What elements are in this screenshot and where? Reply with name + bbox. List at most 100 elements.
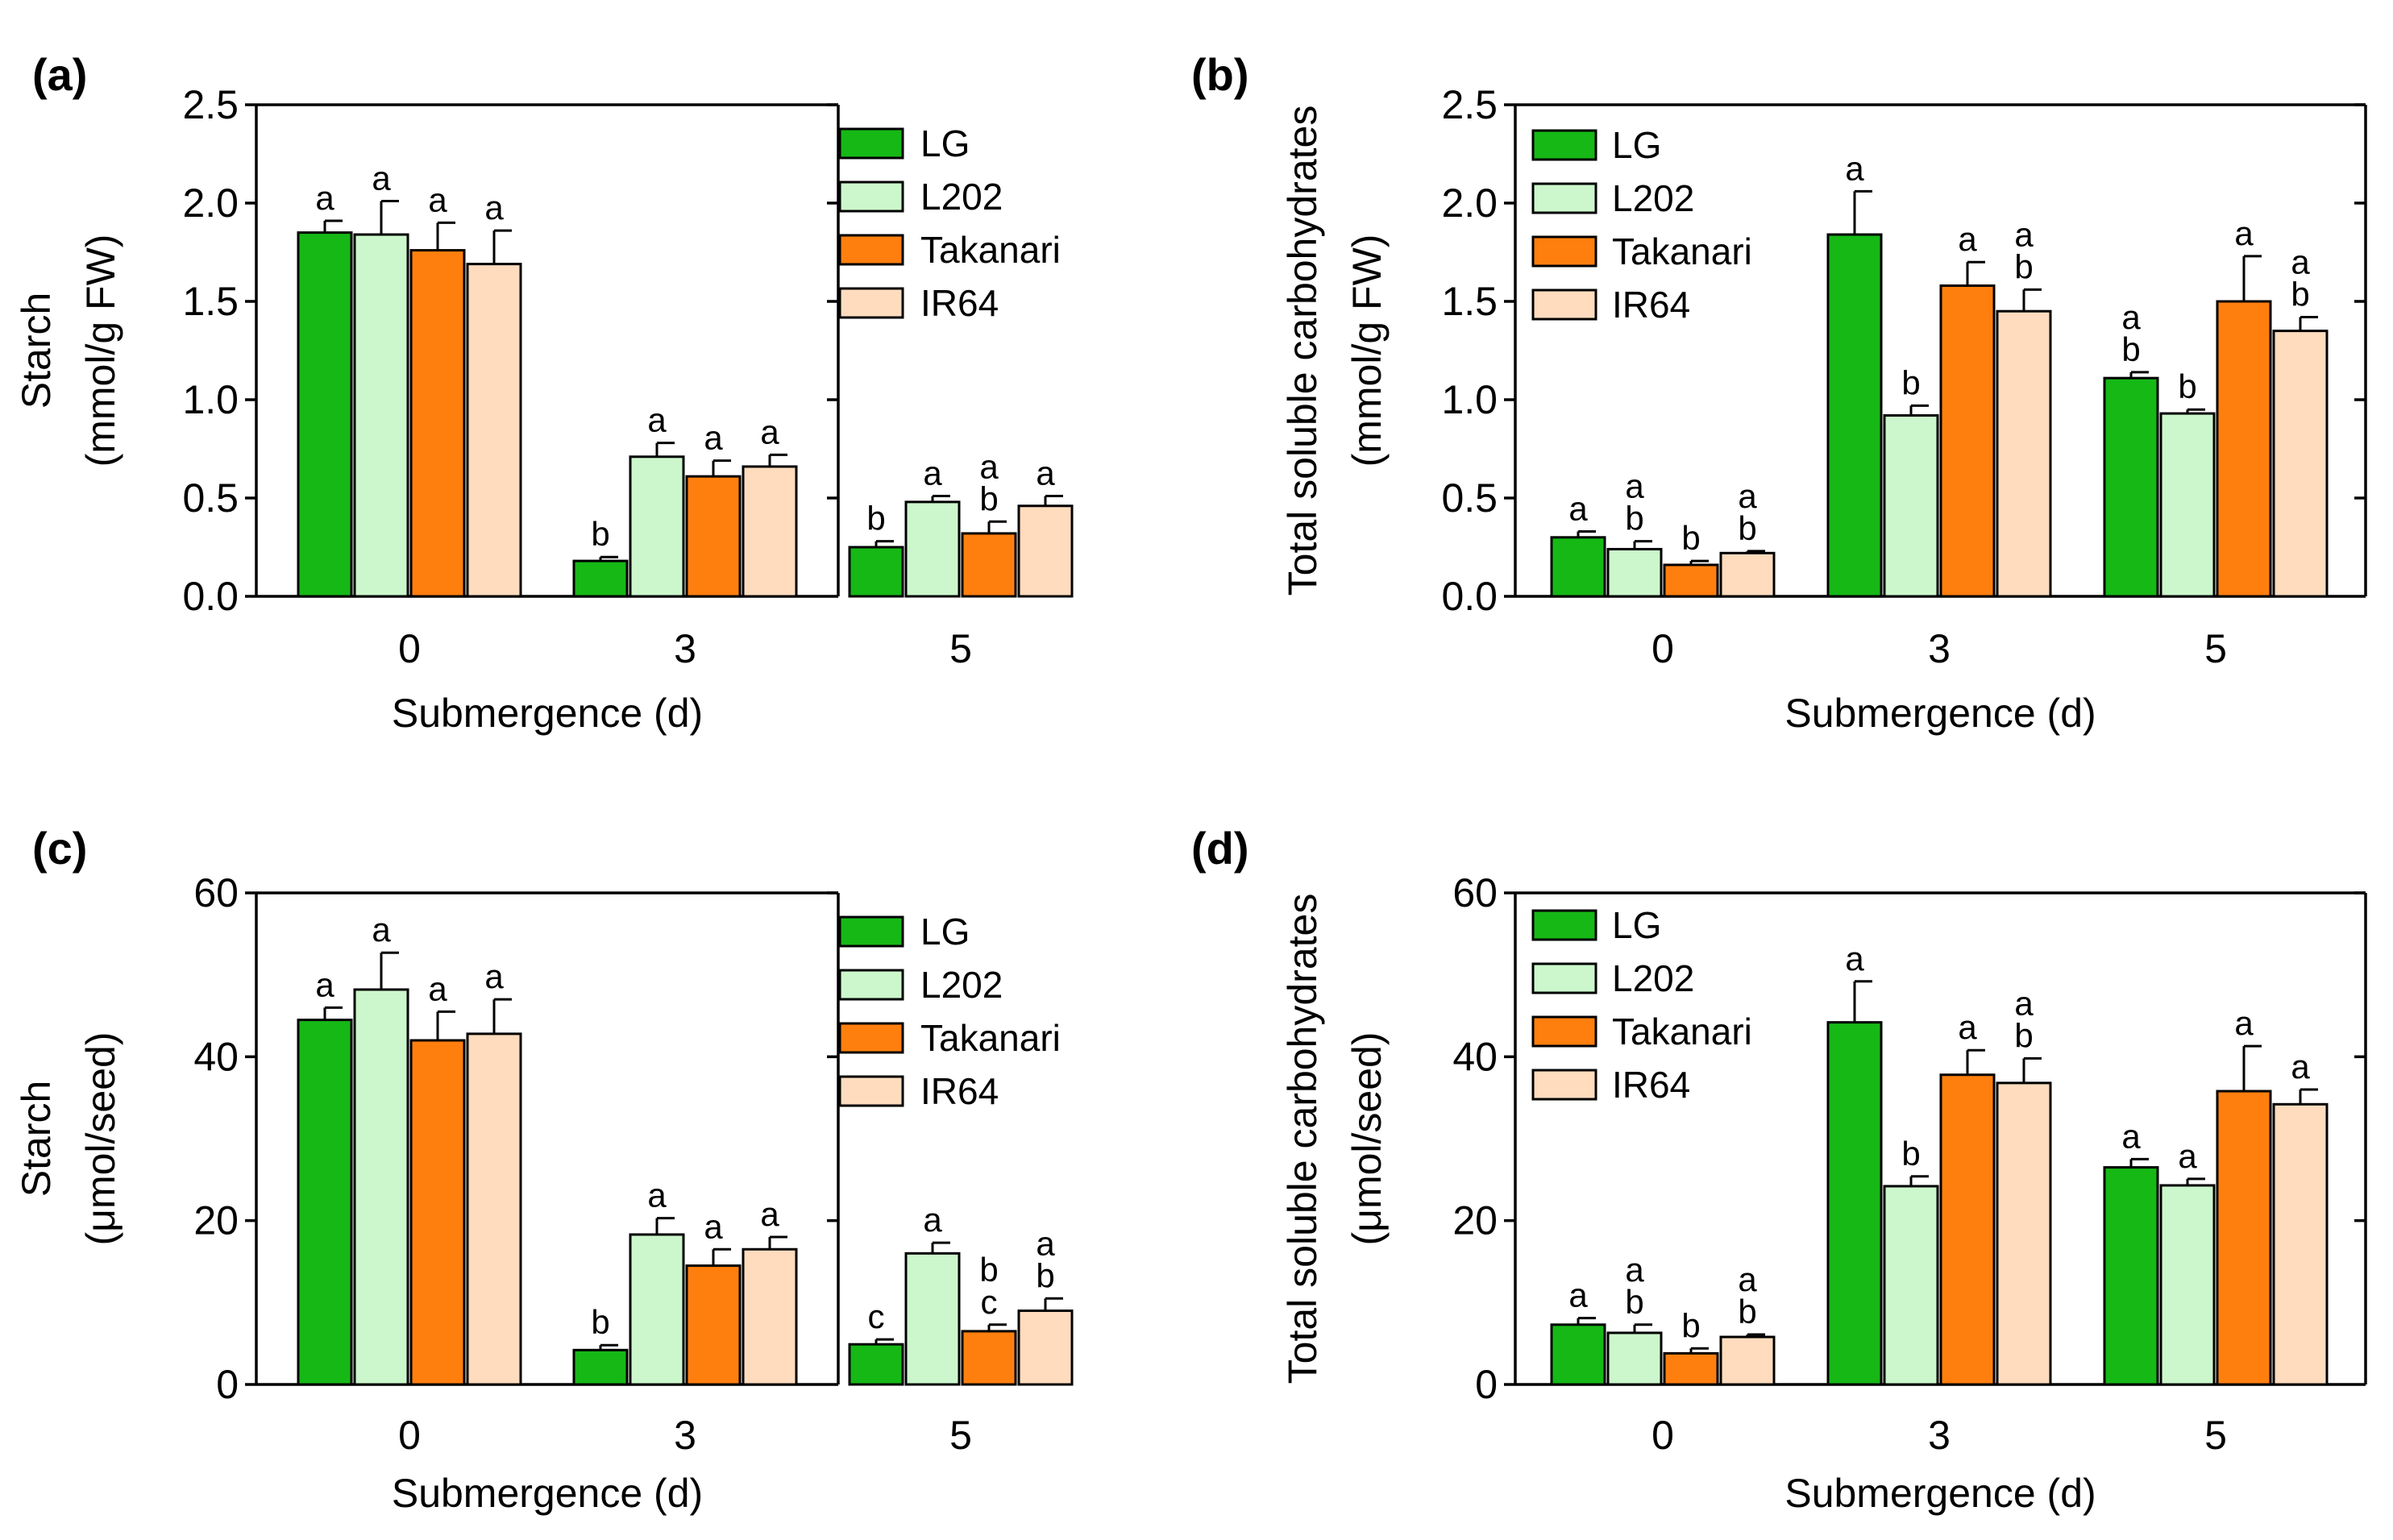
significance-letter: a xyxy=(315,179,334,217)
significance-letter: a xyxy=(1738,477,1757,515)
x-tick-label: 0 xyxy=(1651,1413,1674,1458)
significance-letter: a xyxy=(428,181,447,218)
x-tick-label: 3 xyxy=(1928,626,1951,671)
bar-Takanari xyxy=(961,1330,1017,1386)
bar-IR64 xyxy=(466,1032,522,1386)
bar-L202 xyxy=(904,500,961,598)
chart-panel-d: (d) 0 20 40 60 Total soluble carbohydrates (μm… xyxy=(1191,823,2367,1516)
significance-letter: a xyxy=(1845,149,1864,187)
bar-IR64 xyxy=(1719,551,1776,598)
bar-IR64 xyxy=(466,263,522,598)
bar-Takanari xyxy=(685,1264,742,1386)
bar-IR64 xyxy=(1996,309,2052,598)
bar-IR64 xyxy=(1719,1335,1776,1386)
y-axis-title-line2: (mmol/g FW) xyxy=(1344,235,1390,467)
bar-L202 xyxy=(2159,412,2216,598)
significance-letter: a xyxy=(923,455,942,492)
significance-letter: a xyxy=(1958,220,1977,258)
legend-swatch-L202 xyxy=(1531,962,1597,994)
bar-L202 xyxy=(2159,1184,2216,1386)
bar-LG xyxy=(1550,1323,1606,1386)
y-tick-label: 1.0 xyxy=(1441,377,1498,422)
legend-label: L202 xyxy=(1612,177,1694,219)
bar-IR64 xyxy=(2272,1102,2329,1386)
bar-Takanari xyxy=(409,249,466,598)
bar-LG xyxy=(2103,1166,2159,1386)
significance-letter: b xyxy=(2014,247,2033,285)
chart-panel-b: (b) 0.0 0.5 1.0 1.5 2.0 2.5 Total soluble carbo… xyxy=(1191,49,2367,736)
significance-letter: a xyxy=(2014,215,2034,253)
significance-letter: b xyxy=(2291,276,2309,313)
bar-Takanari xyxy=(1663,1351,1719,1386)
bar-IR64 xyxy=(742,1247,798,1386)
legend-label: IR64 xyxy=(920,282,999,324)
y-tick-label: 0.5 xyxy=(1441,475,1498,521)
significance-letter: b xyxy=(1738,509,1756,547)
significance-letter: b xyxy=(591,515,609,553)
significance-letter: a xyxy=(2014,984,2034,1022)
legend-swatch-LG xyxy=(1531,909,1597,941)
y-axis-title-line2: (mmol/g FW) xyxy=(78,235,123,467)
legend-label: LG xyxy=(920,122,970,164)
significance-letter: a xyxy=(2234,1004,2254,1042)
bar-Takanari xyxy=(2216,300,2272,598)
bar-LG xyxy=(572,1348,629,1386)
bar-IR64 xyxy=(2272,330,2329,598)
y-axis-title-line2: (μmol/seed) xyxy=(78,1032,123,1246)
bar-L202 xyxy=(629,455,685,598)
significance-letter: b xyxy=(1681,519,1700,557)
significance-letter: b xyxy=(591,1303,609,1341)
significance-letter: a xyxy=(1625,467,1644,505)
significance-letter: a xyxy=(760,1195,779,1233)
significance-letter: a xyxy=(484,189,504,226)
y-tick-label: 2.0 xyxy=(182,181,239,226)
legend-label: L202 xyxy=(1612,957,1694,999)
panel-label: (b) xyxy=(1191,49,1249,100)
legend-label: IR64 xyxy=(1612,284,1690,326)
bar-LG xyxy=(1826,233,1883,598)
y-tick-label: 1.0 xyxy=(182,377,239,422)
legend-label: Takanari xyxy=(1612,230,1752,272)
x-tick-label: 0 xyxy=(1651,626,1674,671)
y-tick-label: 0 xyxy=(1475,1362,1498,1407)
significance-letter: c xyxy=(981,1283,998,1321)
legend-swatch-L202 xyxy=(1531,182,1597,214)
y-tick-label: 2.0 xyxy=(1441,181,1498,226)
significance-letter: a xyxy=(2291,1048,2310,1085)
bar-Takanari xyxy=(1939,1073,1996,1386)
bar-LG xyxy=(572,559,629,598)
bar-LG xyxy=(1826,1021,1883,1386)
y-tick-label: 0.5 xyxy=(182,475,239,521)
significance-letter: b xyxy=(1036,1256,1054,1294)
legend: LG L202 Takanari IR64 xyxy=(1531,904,1752,1106)
significance-letter: a xyxy=(647,1177,667,1214)
legend-swatch-LG xyxy=(838,915,904,948)
significance-letter: a xyxy=(704,1207,723,1245)
legend-swatch-IR64 xyxy=(1531,1069,1597,1101)
legend-swatch-IR64 xyxy=(838,287,904,319)
y-tick-label: 2.5 xyxy=(182,82,239,127)
significance-letter: b xyxy=(979,1251,998,1289)
bar-L202 xyxy=(1883,414,1939,598)
y-axis-title-line1: Total soluble carbohydrates xyxy=(1280,894,1325,1384)
legend: LG L202 Takanari IR64 xyxy=(838,911,1061,1112)
y-tick-label: 0.0 xyxy=(182,574,239,619)
bar-LG xyxy=(848,1343,904,1386)
legend-label: Takanari xyxy=(1612,1011,1752,1052)
significance-letter: a xyxy=(704,419,723,457)
y-tick-label: 1.5 xyxy=(182,279,239,324)
legend-label: L202 xyxy=(920,964,1003,1006)
bar-Takanari xyxy=(409,1039,466,1386)
y-axis-title-line1: Starch xyxy=(14,1081,59,1198)
legend-label: LG xyxy=(920,911,970,953)
significance-letter: a xyxy=(2178,1137,2197,1175)
significance-letter: b xyxy=(2178,367,2196,405)
x-tick-label: 5 xyxy=(949,1413,972,1458)
x-axis-title: Submergence (d) xyxy=(392,1471,703,1516)
x-tick-label: 5 xyxy=(2204,1413,2227,1458)
bar-IR64 xyxy=(742,465,798,598)
significance-letter: a xyxy=(760,413,779,450)
significance-letter: b xyxy=(1901,363,1920,401)
